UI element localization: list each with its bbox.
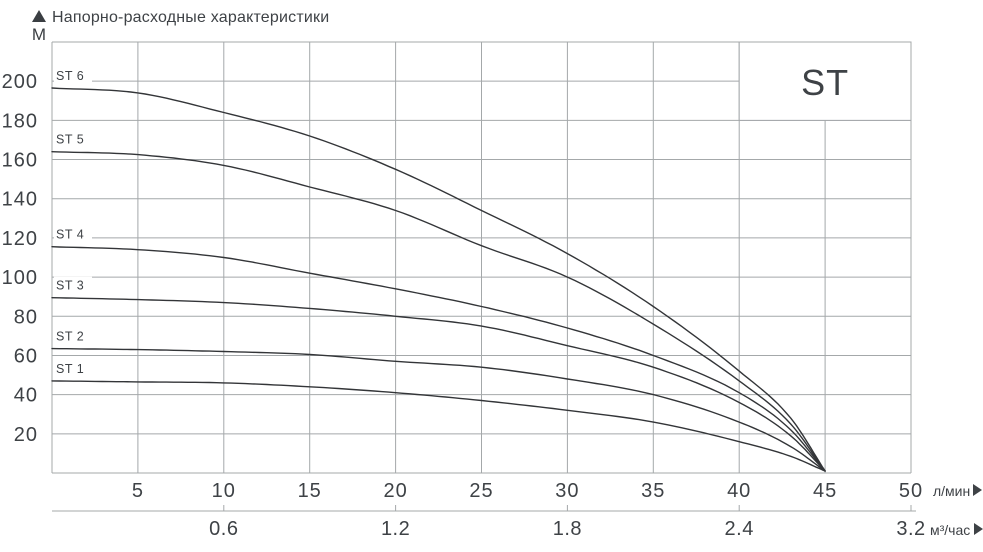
curve-label-bg [54, 327, 92, 344]
curve-label-st5: ST 5 [56, 133, 84, 147]
x2-axis-unit-label: м³/час [930, 522, 970, 538]
curve-label-bg [54, 130, 92, 147]
y-axis-arrow-up-icon [32, 10, 46, 22]
x-tick-label: 45 [813, 480, 837, 502]
curve-label-bg [54, 276, 92, 293]
x-tick-label: 25 [469, 480, 493, 502]
curve-label-st6: ST 6 [56, 69, 84, 83]
chart-title: Напорно-расходные характеристики [52, 9, 330, 26]
y-tick-label: 40 [14, 385, 38, 407]
y-tick-label: 120 [2, 228, 38, 250]
x-axis-unit-label: л/мин [933, 483, 970, 499]
curve-st1 [51, 380, 826, 472]
curve-label-st1: ST 1 [56, 362, 84, 376]
x2-tick-label: 0.6 [209, 518, 238, 540]
x-tick-label: 35 [641, 480, 665, 502]
x-tick-label: 50 [899, 480, 923, 502]
curve-label-st4: ST 4 [56, 228, 84, 242]
series-box-label: ST [801, 62, 849, 103]
grid-lines [51, 41, 912, 474]
series-box [738, 41, 912, 121]
x-tick-label: 30 [555, 480, 579, 502]
x2-tick-label: 3.2 [896, 518, 925, 540]
y-tick-label: 80 [14, 306, 38, 328]
x-tick-label: 15 [298, 480, 322, 502]
x2-tick-label: 1.8 [553, 518, 582, 540]
y-tick-label: 20 [14, 424, 38, 446]
y-tick-label: 100 [2, 267, 38, 289]
curve-label-bg [54, 67, 92, 84]
y-axis-unit-label: М [31, 25, 47, 44]
x2-tick-label: 1.2 [381, 518, 410, 540]
curve-st3 [51, 297, 826, 472]
curve-label-bg [54, 359, 92, 376]
secondary-axis [52, 505, 916, 512]
y-tick-label: 140 [2, 189, 38, 211]
x2-tick-label: 2.4 [725, 518, 754, 540]
y-tick-label: 200 [2, 71, 38, 93]
x-tick-label: 5 [132, 480, 144, 502]
x-axis-arrow-right-icon [973, 484, 982, 496]
curve-label-st3: ST 3 [56, 279, 84, 293]
y-axis-corner: М [29, 10, 49, 43]
y-tick-label: 180 [2, 110, 38, 132]
x2-axis-arrow-right-icon [974, 523, 983, 535]
curve-st6 [51, 87, 826, 472]
curve-st4 [51, 246, 826, 472]
x-tick-label: 40 [727, 480, 751, 502]
curve-st2 [51, 347, 826, 472]
y-tick-label: 60 [14, 345, 38, 367]
curve-label-st2: ST 2 [56, 330, 84, 344]
x-tick-label: 20 [383, 480, 407, 502]
curve-st5 [51, 151, 826, 472]
x-tick-label: 10 [212, 480, 236, 502]
y-tick-label: 160 [2, 150, 38, 172]
curve-label-bg [54, 225, 92, 242]
curves [51, 87, 826, 472]
